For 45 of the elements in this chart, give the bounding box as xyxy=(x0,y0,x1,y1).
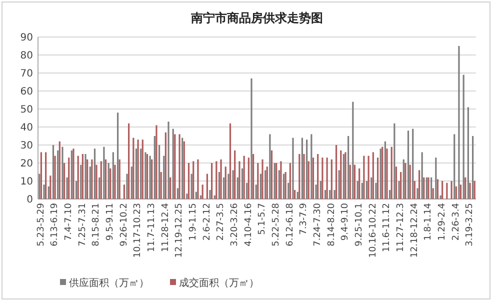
y-tick-label: 40 xyxy=(20,122,33,134)
legend-label: 供应面积（万㎡） xyxy=(69,277,149,289)
x-tick-label: 2.27-3.5 xyxy=(216,203,226,241)
x-tick-label: 6.12-6.18 xyxy=(285,202,296,246)
y-tick-label: 20 xyxy=(20,158,33,170)
x-tick-label: 12.18-12.24 xyxy=(410,202,420,258)
chart-title: 南宁市商品房供求走势图 xyxy=(190,11,323,25)
x-tick-label: 9.26-10.2 xyxy=(119,203,130,246)
x-tick-label: 7.3-7.9 xyxy=(299,202,310,235)
x-tick-label: 1.8-1.14 xyxy=(424,202,434,241)
y-tick-label: 60 xyxy=(20,86,33,98)
x-tick-label: 6.13-6.19 xyxy=(50,202,60,246)
x-tick-label: 5.22-5.28 xyxy=(271,202,282,246)
x-tick-label: 1.29-2.4 xyxy=(437,202,448,241)
x-tick-label: 12.19-12.25 xyxy=(174,203,185,258)
x-tick-label: 3.20-3.26 xyxy=(230,202,240,246)
x-tick-label: 2.6-2.12 xyxy=(202,203,212,241)
x-tick-label: 5.1-5.7 xyxy=(258,203,268,235)
x-tick-label: 11.27-12.3 xyxy=(396,203,406,252)
x-tick-label: 10.16-10.22 xyxy=(368,203,378,258)
y-tick-label: 80 xyxy=(20,50,33,62)
x-tick-label: 7.24-7.30 xyxy=(312,202,323,246)
y-tick-label: 10 xyxy=(20,176,33,188)
x-tick-label: 4.10-4.16 xyxy=(244,202,254,246)
x-tick-label: 2.26-3.4 xyxy=(451,202,462,241)
x-tick-label: 9.5-9.11 xyxy=(105,203,116,241)
y-tick-label: 30 xyxy=(20,140,33,152)
x-tick-label: 11.6-11.12 xyxy=(382,203,392,252)
y-tick-label: 70 xyxy=(20,68,33,80)
x-tick-label: 8.14-8.20 xyxy=(326,202,337,246)
x-tick-label: 11.28-12.4 xyxy=(160,202,171,252)
x-tick-label: 8.15-8.21 xyxy=(92,203,102,246)
x-tick-label: 9.25-10.1 xyxy=(354,203,364,246)
x-tick-label: 7.25-7.31 xyxy=(78,203,88,246)
y-tick-label: 0 xyxy=(26,194,33,206)
x-tick-label: 7.4-7.10 xyxy=(64,202,74,241)
x-tick-label: 11.7-11.13 xyxy=(146,203,157,252)
y-tick-label: 90 xyxy=(20,32,33,44)
y-tick-label: 50 xyxy=(20,104,33,116)
x-tick-label: 9.4-9.10 xyxy=(340,202,351,241)
x-tick-label: 5.23-5.29 xyxy=(36,202,46,246)
legend-label: 成交面积（万㎡） xyxy=(179,277,259,289)
x-tick-label: 3.19-3.25 xyxy=(465,203,476,246)
x-tick-label: 10.17-10.23 xyxy=(133,203,144,258)
x-tick-label: 1.9-1.15 xyxy=(188,203,198,241)
